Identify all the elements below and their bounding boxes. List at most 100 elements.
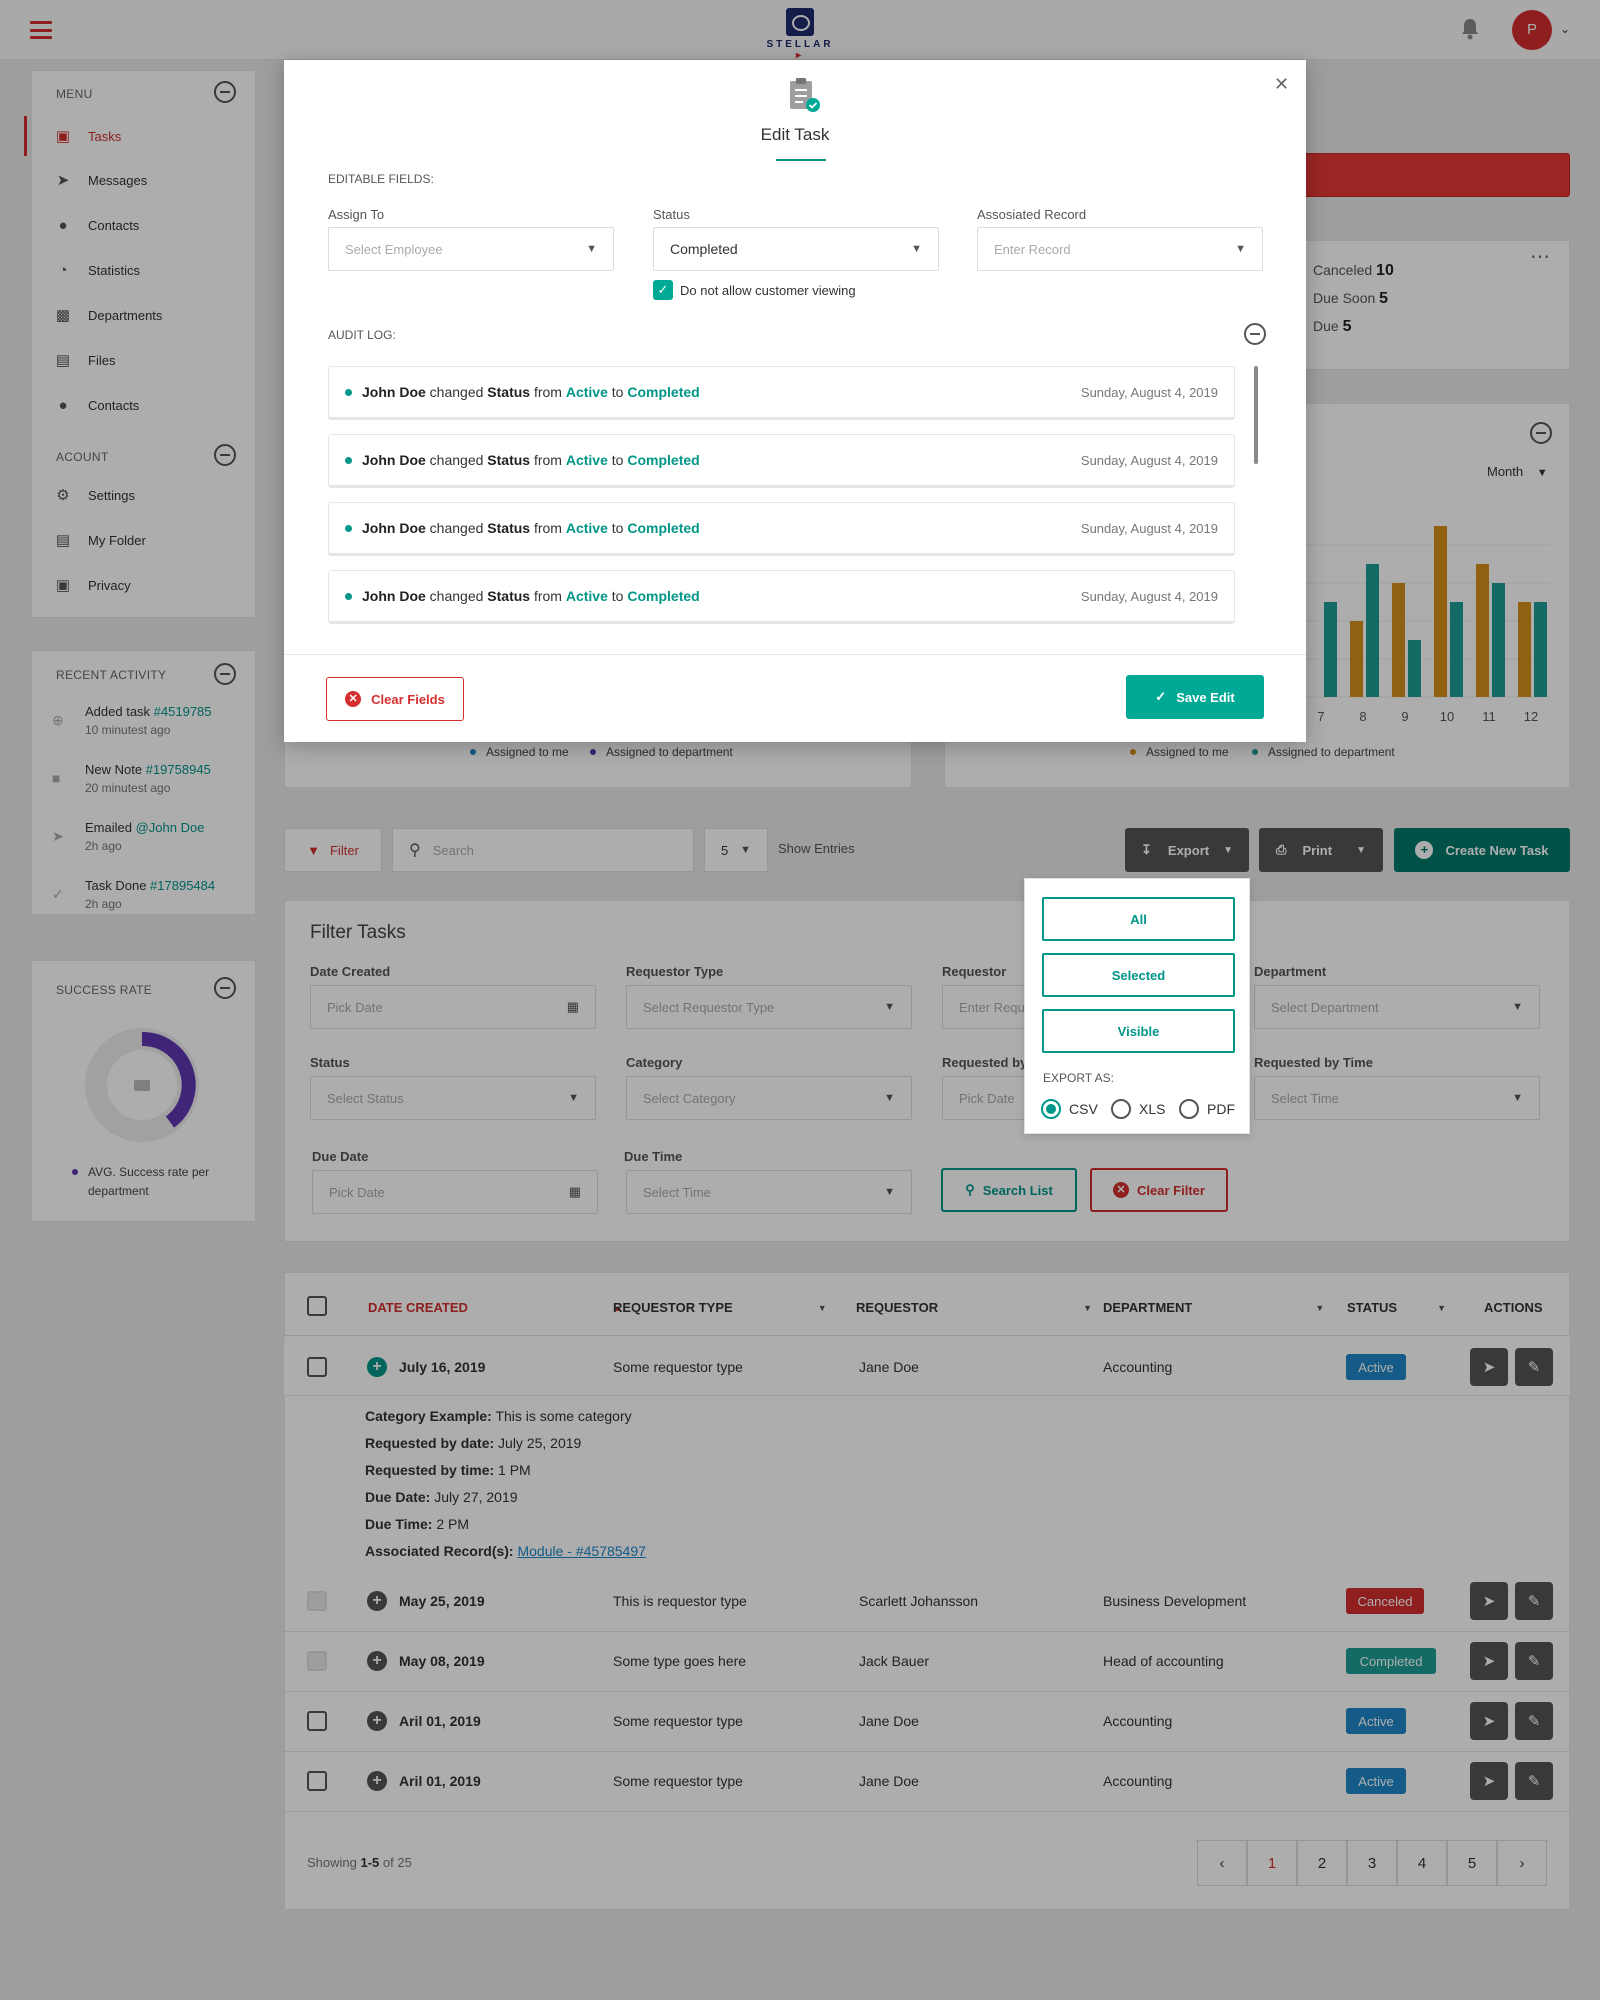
hamburger-menu-icon[interactable]: [30, 21, 52, 39]
send-row-button[interactable]: ➤: [1470, 1582, 1508, 1620]
send-row-button[interactable]: ➤: [1470, 1762, 1508, 1800]
account-item-1[interactable]: ▤ My Folder: [24, 520, 254, 560]
sidebar-item-2[interactable]: ● Contacts: [24, 205, 254, 245]
recent-activity-item[interactable]: Emailed @John Doe 2h ago: [85, 818, 285, 856]
expand-row-icon[interactable]: +: [367, 1357, 387, 1377]
expand-row-icon[interactable]: +: [367, 1591, 387, 1611]
search-list-button[interactable]: ⚲ Search List: [941, 1168, 1077, 1212]
export-button[interactable]: ↧ Export ▼: [1125, 828, 1249, 872]
entries-select[interactable]: 5 ▼: [704, 828, 768, 872]
status-filter-select[interactable]: Select Status ▼: [310, 1076, 596, 1120]
collapse-success-icon[interactable]: [214, 977, 236, 999]
page-button[interactable]: 4: [1397, 1840, 1447, 1886]
col-department[interactable]: DEPARTMENT ▼: [1103, 1300, 1324, 1315]
sidebar-item-1[interactable]: ➤ Messages: [24, 160, 254, 200]
recent-activity-item[interactable]: Added task #4519785 10 minutest ago: [85, 702, 285, 740]
table-row[interactable]: [284, 1752, 1570, 1812]
sidebar-item-0[interactable]: ▣ Tasks: [24, 116, 254, 156]
send-row-button[interactable]: ➤: [1470, 1642, 1508, 1680]
row-checkbox[interactable]: [307, 1651, 327, 1671]
table-row[interactable]: [284, 1632, 1570, 1692]
send-row-button[interactable]: ➤: [1470, 1702, 1508, 1740]
format-pdf-radio[interactable]: PDF: [1179, 1099, 1235, 1119]
assign-to-select[interactable]: Select Employee ▼: [328, 227, 614, 271]
format-xls-radio[interactable]: XLS: [1111, 1099, 1165, 1119]
department-select[interactable]: Select Department ▼: [1254, 985, 1540, 1029]
page-button[interactable]: 3: [1347, 1840, 1397, 1886]
recent-activity-item[interactable]: New Note #19758945 20 minutest ago: [85, 760, 285, 798]
clear-filter-button[interactable]: ✕ Clear Filter: [1090, 1168, 1228, 1212]
table-row[interactable]: [284, 1692, 1570, 1752]
category-select[interactable]: Select Category ▼: [626, 1076, 912, 1120]
expand-row-icon[interactable]: +: [367, 1651, 387, 1671]
recent-ref[interactable]: @John Doe: [135, 820, 205, 835]
col-date-created[interactable]: DATE CREATED ▲: [368, 1300, 622, 1315]
page-button[interactable]: 5: [1447, 1840, 1497, 1886]
row-checkbox[interactable]: [307, 1357, 327, 1377]
export-all-button[interactable]: All: [1042, 897, 1235, 941]
create-task-button[interactable]: + Create New Task: [1394, 828, 1570, 872]
row-checkbox[interactable]: [307, 1591, 327, 1611]
collapse-audit-icon[interactable]: [1244, 323, 1266, 345]
account-item-0[interactable]: ⚙ Settings: [24, 475, 254, 515]
due-date-input[interactable]: Pick Date ▦: [312, 1170, 598, 1214]
recent-ref[interactable]: #4519785: [153, 704, 212, 719]
period-select[interactable]: Month ▼: [1487, 464, 1548, 479]
record-select[interactable]: Enter Record ▼: [977, 227, 1263, 271]
sidebar-item-6[interactable]: ● Contacts: [24, 385, 254, 425]
customer-viewing-checkbox[interactable]: ✓: [653, 280, 673, 300]
format-csv-radio[interactable]: CSV: [1041, 1099, 1098, 1119]
clear-fields-button[interactable]: ✕ Clear Fields: [326, 677, 464, 721]
close-icon[interactable]: ✕: [1274, 74, 1290, 94]
table-row[interactable]: [284, 1572, 1570, 1632]
col-status[interactable]: STATUS ▼: [1347, 1300, 1446, 1315]
assoc-record-link[interactable]: Module - #45785497: [517, 1543, 646, 1559]
row-checkbox[interactable]: [307, 1711, 327, 1731]
col-requestor-type[interactable]: REQUESTOR TYPE ▼: [613, 1300, 827, 1315]
select-all-checkbox[interactable]: [307, 1296, 327, 1316]
collapse-recent-icon[interactable]: [214, 663, 236, 685]
logo[interactable]: STELLAR ▸: [760, 8, 840, 61]
search-input[interactable]: ⚲ Search: [392, 828, 694, 872]
export-visible-button[interactable]: Visible: [1042, 1009, 1235, 1053]
requested-by-time-select[interactable]: Select Time ▼: [1254, 1076, 1540, 1120]
account-item-2[interactable]: ▣ Privacy: [24, 565, 254, 605]
row-checkbox[interactable]: [307, 1771, 327, 1791]
collapse-menu-icon[interactable]: [214, 81, 236, 103]
page-prev-button[interactable]: ‹: [1197, 1840, 1247, 1886]
avatar[interactable]: P: [1512, 10, 1552, 50]
page-button[interactable]: 1: [1247, 1840, 1297, 1886]
save-edit-button[interactable]: ✓ Save Edit: [1126, 675, 1264, 719]
edit-row-button[interactable]: ✎: [1515, 1642, 1553, 1680]
sidebar-item-3[interactable]: ◔ Statistics: [24, 250, 254, 290]
sidebar-item-5[interactable]: ▤ Files: [24, 340, 254, 380]
due-time-select[interactable]: Select Time ▼: [626, 1170, 912, 1214]
edit-row-button[interactable]: ✎: [1515, 1348, 1553, 1386]
expand-row-icon[interactable]: +: [367, 1771, 387, 1791]
page-next-button[interactable]: ›: [1497, 1840, 1547, 1886]
send-row-button[interactable]: ➤: [1470, 1348, 1508, 1386]
recent-ref[interactable]: #19758945: [145, 762, 211, 777]
sidebar-item-4[interactable]: ▩ Departments: [24, 295, 254, 335]
edit-row-button[interactable]: ✎: [1515, 1702, 1553, 1740]
status-select[interactable]: Completed ▼: [653, 227, 939, 271]
audit-scrollbar[interactable]: [1254, 366, 1258, 464]
more-icon[interactable]: ⋯: [1530, 246, 1550, 268]
page-button[interactable]: 2: [1297, 1840, 1347, 1886]
requestor-type-select[interactable]: Select Requestor Type ▼: [626, 985, 912, 1029]
bell-icon[interactable]: [1460, 18, 1480, 40]
edit-row-button[interactable]: ✎: [1515, 1582, 1553, 1620]
collapse-chart-icon[interactable]: [1530, 422, 1552, 444]
expand-row-icon[interactable]: +: [367, 1711, 387, 1731]
date-created-input[interactable]: Pick Date ▦: [310, 985, 596, 1029]
edit-row-button[interactable]: ✎: [1515, 1762, 1553, 1800]
print-button[interactable]: ⎙ Print ▼: [1259, 828, 1383, 872]
collapse-account-icon[interactable]: [214, 444, 236, 466]
recent-activity-item[interactable]: Task Done #17895484 2h ago: [85, 876, 285, 914]
audit-from: Active: [565, 520, 608, 536]
col-requestor[interactable]: REQUESTOR ▼: [856, 1300, 1092, 1315]
chevron-down-icon[interactable]: ⌄: [1560, 22, 1571, 36]
export-selected-button[interactable]: Selected: [1042, 953, 1235, 997]
filter-button[interactable]: ▼ Filter: [284, 828, 382, 872]
recent-ref[interactable]: #17895484: [150, 878, 216, 893]
